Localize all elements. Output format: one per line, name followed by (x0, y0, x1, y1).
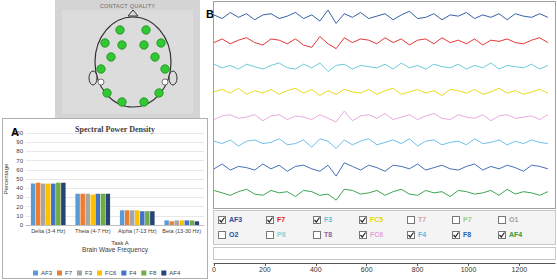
html-text:F4: F4 (418, 231, 427, 238)
svg-text:F8: F8 (149, 270, 157, 276)
svg-text:Brain Wave Frequency: Brain Wave Frequency (82, 246, 149, 254)
svg-text:Theta (4-7 Hz): Theta (4-7 Hz) (75, 228, 111, 234)
svg-text:FC6: FC6 (105, 270, 117, 276)
svg-text:Beta (13-30 Hz): Beta (13-30 Hz) (162, 228, 201, 234)
svg-text:90: 90 (16, 139, 23, 145)
html-text:F8: F8 (463, 231, 472, 238)
svg-text:30: 30 (16, 194, 23, 200)
svg-text:A: A (11, 126, 19, 138)
svg-text:20: 20 (16, 204, 23, 210)
svg-text:B: B (206, 8, 214, 20)
svg-text:60: 60 (16, 167, 23, 173)
html-text:AF3: AF3 (229, 216, 243, 223)
html-text:F7: F7 (277, 216, 286, 223)
svg-text:600: 600 (361, 266, 373, 273)
svg-text:0: 0 (212, 266, 216, 273)
html-text:O1: O1 (509, 216, 519, 223)
svg-text:Alpha (7-13 Hz): Alpha (7-13 Hz) (118, 228, 157, 234)
svg-text:Delta (3-4 Hz): Delta (3-4 Hz) (31, 228, 65, 234)
svg-text:0: 0 (20, 222, 24, 228)
html-text:CONTACT QUALITY: CONTACT QUALITY (99, 3, 156, 9)
svg-text:Task A: Task A (111, 240, 129, 246)
html-text:AF4: AF4 (509, 231, 523, 238)
svg-text:40: 40 (16, 185, 23, 191)
svg-text:F3: F3 (85, 270, 93, 276)
svg-text:Spectral Power Density: Spectral Power Density (75, 125, 155, 134)
svg-text:AF3: AF3 (41, 270, 53, 276)
svg-text:F4: F4 (129, 270, 137, 276)
html-text:T8: T8 (324, 231, 333, 238)
svg-text:F7: F7 (65, 270, 73, 276)
html-text:P7: P7 (463, 216, 472, 223)
html-text:O2: O2 (229, 231, 239, 238)
html-text:F3: F3 (324, 216, 333, 223)
html-text:P8: P8 (277, 231, 286, 238)
html-text:T7: T7 (418, 216, 427, 223)
svg-text:800: 800 (412, 266, 424, 273)
svg-text:10: 10 (16, 213, 23, 219)
html-text:FC5: FC5 (370, 216, 384, 223)
svg-text:AF4: AF4 (169, 270, 181, 276)
svg-text:400: 400 (310, 266, 322, 273)
html-text:FC6: FC6 (370, 231, 384, 238)
svg-text:Percentage: Percentage (3, 163, 9, 194)
svg-text:80: 80 (16, 148, 23, 154)
svg-text:200: 200 (259, 266, 271, 273)
svg-text:1200: 1200 (512, 266, 528, 273)
svg-text:1000: 1000 (461, 266, 477, 273)
svg-text:50: 50 (16, 176, 23, 182)
svg-text:70: 70 (16, 158, 23, 164)
